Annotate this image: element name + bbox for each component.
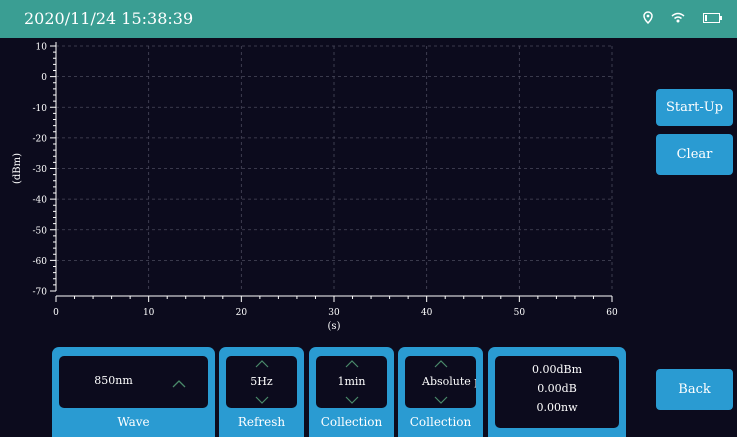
readout-linear: 0.00nw [536,401,578,414]
readout-relative: 0.00dB [537,382,577,395]
collection-time-label: Collection [320,415,383,429]
power-chart: 10 0 -10 -20 -30 -40 -50 -60 -70 0 10 20 30 40 50 60 (s)… [0,38,640,338]
x-tick-label: 20 [236,308,248,318]
x-tick-label: 40 [421,308,433,318]
x-tick-label: 10 [143,308,155,318]
status-datetime: 2020/11/24 15:38:39 [24,9,194,28]
x-tick-label: 0 [53,308,59,318]
collection-time-panel[interactable]: 1min Collection [309,347,394,437]
readout-power: 0.00dBm [531,363,583,376]
y-tick-label: -60 [33,257,48,267]
chevron-up-icon[interactable] [345,360,359,368]
chevron-up-icon[interactable] [172,380,186,388]
wave-panel[interactable]: 850nm Wave [52,347,215,437]
clear-button[interactable]: Clear [656,134,733,175]
wave-value: 850nm [94,374,133,387]
startup-button[interactable]: Start-Up [656,89,733,126]
refresh-selector[interactable]: 5Hz [226,356,297,408]
collection-mode-selector[interactable]: Absolute po [405,356,476,408]
readout-panel: 0.00dBm 0.00dB 0.00nw [488,347,626,437]
status-bar: 2020/11/24 15:38:39 [0,0,737,38]
readout-display: 0.00dBm 0.00dB 0.00nw [495,356,619,428]
collection-time-selector[interactable]: 1min [316,356,387,408]
collection-time-value: 1min [337,375,366,388]
chevron-down-icon[interactable] [255,396,269,404]
refresh-value: 5Hz [250,375,273,388]
refresh-label: Refresh [237,415,286,429]
wifi-icon [671,12,685,23]
y-tick-label: -30 [33,165,48,175]
x-tick-label: 60 [606,308,618,318]
collection-mode-panel[interactable]: Absolute po Collection [398,347,483,437]
y-tick-label: -10 [33,104,48,114]
refresh-panel[interactable]: 5Hz Refresh [219,347,304,437]
x-axis-label: (s) [328,321,341,332]
y-tick-label: 0 [41,73,47,83]
chevron-up-icon[interactable] [255,360,269,368]
y-tick-label: -70 [33,288,48,298]
y-tick-label: -50 [33,226,48,236]
battery-icon [703,12,722,23]
status-icons [643,11,723,24]
collection-mode-value: Absolute po [422,375,476,388]
collection-mode-label: Collection [409,415,472,429]
chevron-down-icon[interactable] [434,396,448,404]
chevron-down-icon[interactable] [345,396,359,404]
location-icon [643,11,653,24]
back-button[interactable]: Back [656,369,733,410]
y-tick-label: -40 [33,196,48,206]
chart-svg: 10 0 -10 -20 -30 -40 -50 -60 -70 0 10 20 30 40 50 60 (s)… [12,42,618,332]
wave-label: Wave [117,415,150,429]
wave-selector[interactable]: 850nm [59,356,208,408]
y-tick-label: -20 [33,134,48,144]
y-tick-label: 10 [36,43,48,53]
x-tick-label: 50 [514,308,526,318]
chevron-up-icon[interactable] [434,360,448,368]
x-tick-label: 30 [328,308,340,318]
y-axis-label: (dBm) [12,153,23,184]
